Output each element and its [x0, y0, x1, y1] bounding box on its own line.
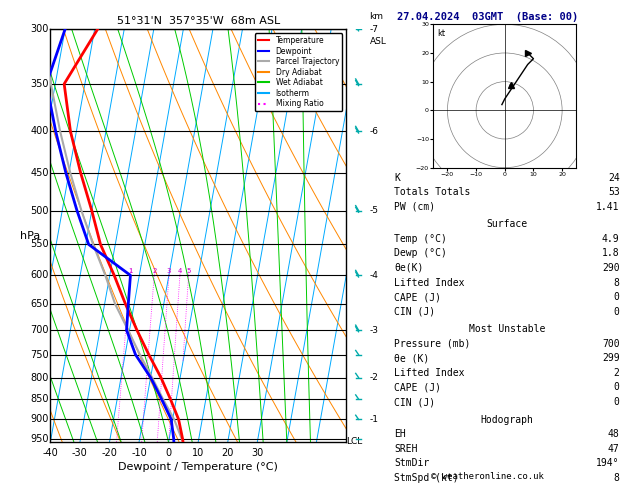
Text: Lifted Index: Lifted Index: [394, 368, 465, 378]
Text: CAPE (J): CAPE (J): [394, 382, 442, 393]
Text: CIN (J): CIN (J): [394, 307, 435, 317]
Text: 600: 600: [30, 270, 49, 280]
Text: 2: 2: [152, 268, 157, 274]
Text: SREH: SREH: [394, 444, 418, 454]
Text: PW (cm): PW (cm): [394, 202, 435, 212]
Text: 194°: 194°: [596, 458, 620, 469]
Text: -5: -5: [370, 206, 379, 215]
Text: Surface: Surface: [486, 219, 528, 229]
Text: 5: 5: [186, 268, 191, 274]
Text: Hodograph: Hodograph: [481, 415, 533, 425]
Text: Dewp (°C): Dewp (°C): [394, 248, 447, 259]
Text: 0: 0: [614, 397, 620, 407]
Text: 24: 24: [608, 173, 620, 183]
Text: hPa: hPa: [19, 231, 40, 241]
Title: 51°31'N  357°35'W  68m ASL: 51°31'N 357°35'W 68m ASL: [116, 16, 280, 26]
Text: 1: 1: [128, 268, 133, 274]
Text: 800: 800: [30, 372, 49, 382]
Text: 1.41: 1.41: [596, 202, 620, 212]
Text: 47: 47: [608, 444, 620, 454]
Text: 30: 30: [251, 449, 264, 458]
Text: 290: 290: [602, 263, 620, 273]
Text: 299: 299: [602, 353, 620, 364]
Text: 350: 350: [30, 79, 49, 89]
Text: -3: -3: [370, 326, 379, 334]
Text: km: km: [370, 12, 384, 21]
Text: -7: -7: [370, 25, 379, 34]
Text: K: K: [394, 173, 400, 183]
Text: -30: -30: [72, 449, 88, 458]
Text: StmSpd (kt): StmSpd (kt): [394, 473, 459, 483]
Text: 0: 0: [614, 307, 620, 317]
Text: -20: -20: [101, 449, 118, 458]
Text: Most Unstable: Most Unstable: [469, 324, 545, 334]
Text: 450: 450: [30, 168, 49, 178]
Text: 53: 53: [608, 187, 620, 197]
Text: 400: 400: [30, 126, 49, 137]
Text: 10: 10: [192, 449, 204, 458]
Text: 0: 0: [614, 382, 620, 393]
Text: 850: 850: [30, 394, 49, 404]
Text: 650: 650: [30, 299, 49, 309]
X-axis label: Dewpoint / Temperature (°C): Dewpoint / Temperature (°C): [118, 462, 278, 472]
Text: 1.8: 1.8: [602, 248, 620, 259]
Text: 550: 550: [30, 240, 49, 249]
Text: Totals Totals: Totals Totals: [394, 187, 470, 197]
Text: 0: 0: [165, 449, 172, 458]
Text: 4: 4: [178, 268, 182, 274]
Text: 900: 900: [30, 415, 49, 424]
Text: 3: 3: [167, 268, 171, 274]
Text: Pressure (mb): Pressure (mb): [394, 339, 470, 349]
Text: -40: -40: [42, 449, 58, 458]
Text: -2: -2: [370, 373, 379, 382]
Text: 48: 48: [608, 429, 620, 439]
Text: 2: 2: [614, 368, 620, 378]
Text: 700: 700: [602, 339, 620, 349]
Text: -1: -1: [370, 415, 379, 424]
Text: 4.9: 4.9: [602, 234, 620, 244]
Text: -10: -10: [131, 449, 147, 458]
Text: 8: 8: [614, 278, 620, 288]
Text: 8: 8: [614, 473, 620, 483]
Text: -6: -6: [370, 127, 379, 136]
Text: 27.04.2024  03GMT  (Base: 00): 27.04.2024 03GMT (Base: 00): [397, 12, 578, 22]
Text: 500: 500: [30, 206, 49, 216]
Text: 0: 0: [614, 292, 620, 302]
Text: Temp (°C): Temp (°C): [394, 234, 447, 244]
Text: kt: kt: [437, 29, 445, 37]
Text: CIN (J): CIN (J): [394, 397, 435, 407]
Text: Lifted Index: Lifted Index: [394, 278, 465, 288]
Text: θe(K): θe(K): [394, 263, 424, 273]
Text: StmDir: StmDir: [394, 458, 430, 469]
Text: ASL: ASL: [370, 37, 386, 47]
Text: EH: EH: [394, 429, 406, 439]
Text: 750: 750: [30, 349, 49, 360]
Text: © weatheronline.co.uk: © weatheronline.co.uk: [431, 472, 544, 481]
Text: θe (K): θe (K): [394, 353, 430, 364]
Text: -4: -4: [370, 271, 379, 280]
Text: LCL: LCL: [347, 436, 363, 446]
Text: 20: 20: [221, 449, 234, 458]
Text: 950: 950: [30, 434, 49, 444]
Legend: Temperature, Dewpoint, Parcel Trajectory, Dry Adiabat, Wet Adiabat, Isotherm, Mi: Temperature, Dewpoint, Parcel Trajectory…: [255, 33, 342, 111]
Text: 700: 700: [30, 325, 49, 335]
Text: 300: 300: [30, 24, 49, 34]
Text: CAPE (J): CAPE (J): [394, 292, 442, 302]
